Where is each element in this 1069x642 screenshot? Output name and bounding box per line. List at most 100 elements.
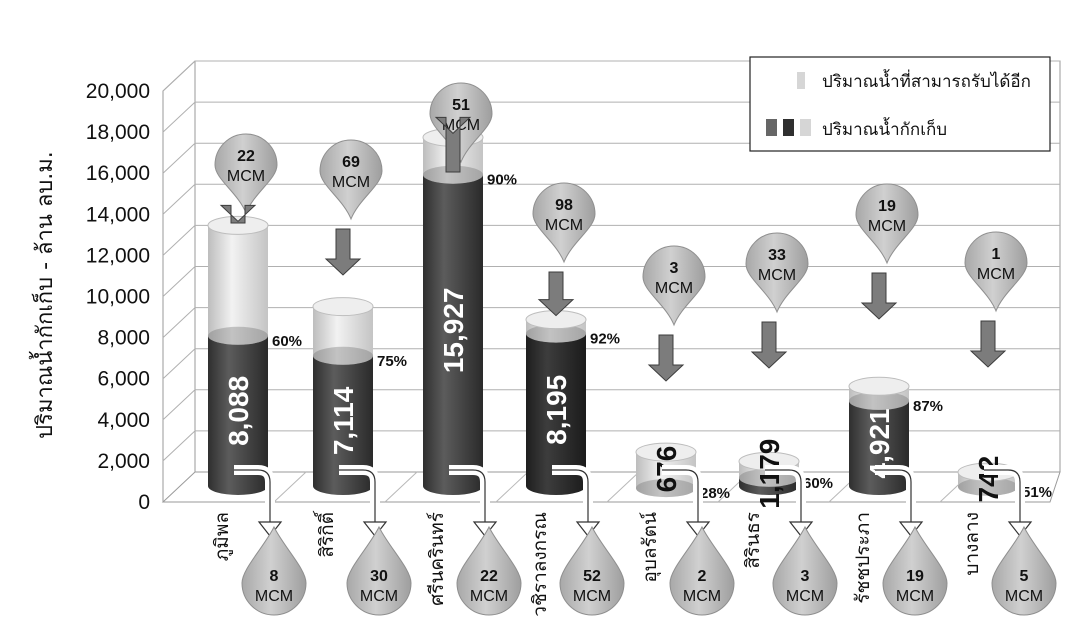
bar-stored-top — [526, 324, 586, 343]
outflow-drop — [669, 525, 735, 616]
outflow-drop — [456, 525, 522, 616]
legend-swatch-capacity — [797, 72, 805, 89]
category-label: สิรินธร — [742, 512, 764, 569]
y-tick-label: 2,000 — [97, 450, 150, 473]
y-tick-label: 0 — [138, 491, 150, 514]
outflow-pipe-outline — [765, 469, 802, 522]
bar-stored-segment — [423, 174, 483, 496]
outflow-value: 30 — [370, 568, 388, 585]
gridline — [162, 430, 1060, 462]
floor-divider — [495, 471, 529, 503]
inflow-unit: MCM — [758, 267, 796, 284]
outflow-drop — [882, 525, 948, 616]
outflow-unit: MCM — [786, 588, 824, 605]
bar-percent-label: 92% — [590, 331, 620, 348]
outflow-drop — [559, 525, 625, 616]
inflow-unit: MCM — [655, 280, 693, 297]
gridline — [162, 266, 1060, 297]
legend-swatch-stored-2 — [783, 119, 794, 136]
bar-2: 7,114 75% 69 MCM 30 MCM — [312, 139, 412, 616]
inflow-bubble — [964, 231, 1028, 313]
inflow-value: 3 — [670, 260, 679, 277]
y-tick-label: 4,000 — [97, 409, 150, 432]
floor-divider — [384, 471, 418, 503]
bar-stored-top — [636, 479, 696, 498]
y-axis: ปริมาณน้ำกักเก็บ - ล้าน ลบ.ม. 0 2,000 4,00… — [29, 80, 150, 514]
inflow-unit: MCM — [545, 217, 583, 234]
inflow-arrow — [324, 228, 362, 276]
inflow-bubble — [745, 232, 809, 314]
category-labels: ภูมิพล สิริกิติ์ ศรีนครินทร์ วชิราลงกรณ อุบล… — [211, 510, 983, 617]
outflow-unit: MCM — [896, 588, 934, 605]
bar-series: 8,088 60% 22 MCM 8 MCM 7,114 75% 69 MCM 30 MCM 15,92… — [207, 82, 1057, 616]
inflow-bubble — [214, 133, 278, 215]
outflow-pipe-outline — [875, 469, 912, 522]
inflow-arrow — [969, 320, 1007, 368]
outflow-pipe-outline — [339, 469, 376, 522]
bar-1: 8,088 60% 22 MCM 8 MCM — [207, 133, 307, 616]
outflow-unit: MCM — [470, 588, 508, 605]
legend: ปริมาณน้ำที่สามารถรับได้อีก ปริมาณน้ำกัก… — [749, 56, 1051, 152]
y-tick-label: 20,000 — [86, 80, 150, 103]
category-label: ศรีนครินทร์ — [426, 512, 448, 606]
bar-top-cap — [312, 297, 374, 317]
inflow-bubble — [319, 139, 383, 221]
bar-stored-segment — [208, 335, 268, 495]
category-label: สิริกิติ์ — [312, 510, 338, 558]
bar-capacity-segment — [313, 306, 373, 365]
bar-percent-label: 28% — [700, 485, 730, 502]
gridline — [162, 224, 1060, 256]
bar-value-label: 15,927 — [438, 288, 469, 374]
inflow-arrow — [860, 272, 898, 320]
bar-capacity-segment — [208, 225, 268, 345]
inflow-value: 1 — [992, 246, 1001, 263]
outflow-value: 5 — [1020, 568, 1029, 585]
outflow-unit: MCM — [573, 588, 611, 605]
inflow-value: 98 — [555, 197, 573, 214]
legend-label-capacity: ปริมาณน้ำที่สามารถรับได้อีก — [822, 69, 1031, 92]
legend-swatch-stored-3 — [800, 119, 811, 136]
inflow-arrow — [750, 321, 788, 369]
bar-stored-top — [849, 391, 909, 410]
bar-percent-label: 60% — [803, 475, 833, 492]
outflow-drop — [346, 525, 412, 616]
inflow-arrow — [647, 334, 685, 382]
y-axis-title: ปริมาณน้ำกักเก็บ - ล้าน ลบ.ม. — [29, 151, 58, 439]
bar-percent-label: 90% — [487, 172, 517, 189]
outflow-pipe-outline — [552, 469, 589, 522]
outflow-value: 8 — [270, 568, 279, 585]
inflow-arrow — [434, 116, 472, 173]
category-label: ภูมิพล — [211, 512, 233, 561]
y-tick-label: 16,000 — [86, 162, 150, 185]
outflow-unit: MCM — [683, 588, 721, 605]
inflow-unit: MCM — [227, 168, 265, 185]
legend-swatch-stored-1 — [766, 119, 777, 136]
outflow-value: 22 — [480, 568, 498, 585]
bar-stored-top — [958, 477, 1018, 496]
y-tick-label: 8,000 — [97, 327, 150, 350]
category-label: อุบลรัตน์ — [639, 512, 662, 583]
inflow-value: 33 — [768, 247, 786, 264]
inflow-unit: MCM — [868, 218, 906, 235]
floor-divider — [606, 471, 640, 503]
outflow-pipe-outline — [234, 469, 271, 522]
bar-stored-segment — [526, 333, 586, 495]
bar-percent-label: 60% — [272, 333, 302, 350]
bar-top-cap — [635, 442, 697, 462]
outflow-pipe-outline — [984, 469, 1021, 522]
bar-value-label: 742 — [973, 456, 1004, 503]
y-tick-label: 14,000 — [86, 203, 150, 226]
bar-value-label: 8,195 — [541, 375, 572, 445]
outflow-value: 19 — [906, 568, 924, 585]
floor-divider — [273, 471, 307, 503]
bar-value-label: 8,088 — [223, 376, 254, 446]
bar-value-label: 7,114 — [328, 386, 359, 455]
category-label: วชิราลงกรณ — [529, 512, 551, 617]
outflow-unit: MCM — [255, 588, 293, 605]
bar-top-cap — [207, 215, 269, 235]
y-tick-label: 10,000 — [86, 286, 150, 309]
outflow-unit: MCM — [360, 588, 398, 605]
